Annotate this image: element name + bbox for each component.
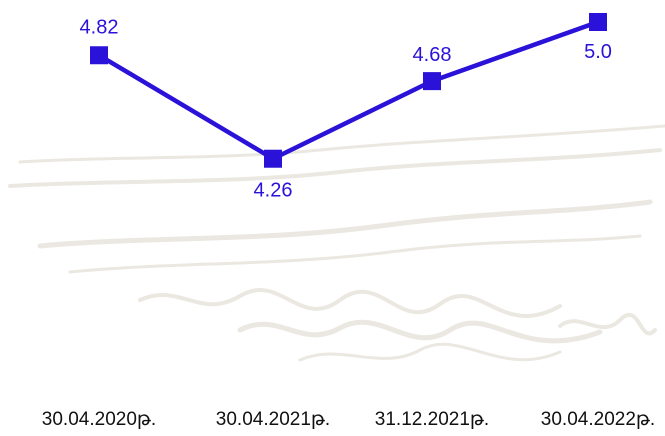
data-label: 5.0 <box>584 41 612 63</box>
series-layer <box>90 13 607 168</box>
sketch-stroke <box>138 288 562 319</box>
series-line <box>97 19 599 161</box>
data-labels: 4.82 4.26 4.68 5.0 <box>80 16 612 201</box>
data-point-marker <box>423 72 441 91</box>
sketch-stroke <box>237 319 603 344</box>
sketch-stroke <box>8 148 662 188</box>
data-point-marker <box>264 149 282 168</box>
background-sketch <box>8 124 665 362</box>
x-axis: 30.04.2020թ. 30.04.2021թ. 31.12.2021թ. 30.0… <box>42 409 655 430</box>
x-tick-label: 30.04.2021թ. <box>216 409 330 430</box>
sketch-stroke <box>298 342 562 362</box>
sketch-stroke <box>68 234 642 274</box>
data-label: 4.26 <box>254 180 293 202</box>
data-point-marker <box>90 46 108 65</box>
x-tick-label: 31.12.2021թ. <box>375 409 489 430</box>
data-label: 4.68 <box>413 44 452 66</box>
sketch-stroke <box>37 199 653 249</box>
sketch-stroke <box>18 124 665 164</box>
x-tick-label: 30.04.2020թ. <box>42 409 156 430</box>
data-label: 4.82 <box>80 16 119 38</box>
data-point-marker <box>589 13 607 31</box>
sketch-stroke <box>558 312 657 336</box>
x-tick-label: 30.04.2022թ. <box>541 409 655 430</box>
